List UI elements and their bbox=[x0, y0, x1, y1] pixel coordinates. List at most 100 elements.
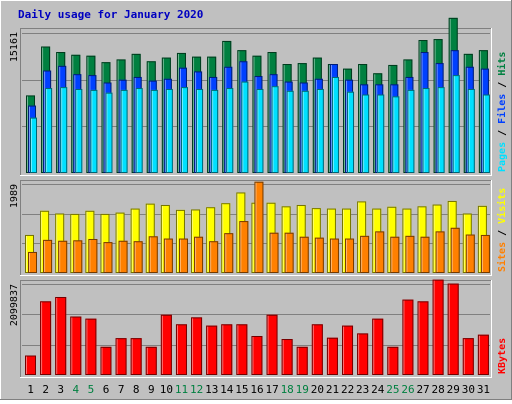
bar-pages-10 bbox=[165, 88, 173, 173]
legend-label-: / bbox=[497, 76, 508, 94]
bar-kbytes-12 bbox=[191, 317, 203, 375]
bar-sites-20-edge bbox=[314, 237, 324, 273]
bar-pages-2-edge bbox=[45, 88, 53, 173]
bar-sites-26-edge bbox=[405, 235, 415, 273]
bar-pages-28-fill bbox=[437, 87, 445, 173]
x-tick-label-23: 23 bbox=[356, 383, 369, 396]
bar-pages-7-fill bbox=[120, 89, 128, 173]
bar-pages-29-fill bbox=[452, 75, 460, 173]
bar-pages-30 bbox=[467, 88, 475, 173]
bar-kbytes-5-edge bbox=[85, 318, 97, 375]
bar-kbytes-24-edge bbox=[372, 318, 384, 375]
bar-pages-4 bbox=[75, 88, 83, 173]
bar-sites-25-edge bbox=[390, 236, 400, 274]
bar-pages-4-edge bbox=[75, 88, 83, 173]
bar-pages-15-fill bbox=[241, 81, 249, 173]
bar-pages-10-edge bbox=[165, 88, 173, 173]
bar-sites-27-edge bbox=[420, 236, 430, 274]
bar-pages-27-edge bbox=[422, 88, 430, 173]
bar-pages-14 bbox=[226, 88, 234, 173]
bar-kbytes-1-edge bbox=[25, 355, 36, 375]
legend-label-pages: Pages bbox=[497, 142, 508, 172]
bar-sites-15-edge bbox=[239, 221, 249, 273]
bar-sites-26 bbox=[405, 235, 415, 273]
panel-vs-bars bbox=[25, 181, 490, 274]
bar-kbytes-11 bbox=[175, 324, 187, 375]
bar-kbytes-5-fill bbox=[85, 318, 97, 375]
bar-sites-10 bbox=[163, 238, 173, 273]
bar-pages-4-fill bbox=[75, 88, 83, 173]
bar-sites-28-edge bbox=[435, 231, 445, 273]
bar-sites-31-edge bbox=[480, 234, 490, 273]
bar-kbytes-8 bbox=[130, 338, 142, 376]
bar-kbytes-1-fill bbox=[25, 355, 36, 375]
bar-pages-23-fill bbox=[362, 94, 370, 173]
bar-sites-4-fill bbox=[73, 240, 83, 273]
x-tick-label-11: 11 bbox=[175, 383, 188, 396]
bar-sites-7-fill bbox=[118, 240, 128, 273]
bar-pages-19 bbox=[301, 90, 309, 173]
bar-kbytes-11-edge bbox=[175, 324, 187, 375]
bar-kbytes-25-fill bbox=[387, 346, 399, 375]
bar-pages-30-fill bbox=[467, 88, 475, 173]
bar-sites-2-fill bbox=[43, 239, 53, 273]
bar-kbytes-10-edge bbox=[160, 314, 172, 376]
bar-sites-12-edge bbox=[194, 236, 204, 274]
bar-pages-28-edge bbox=[437, 87, 445, 173]
bar-pages-11-edge bbox=[180, 87, 188, 173]
bar-kbytes-18-edge bbox=[281, 339, 293, 376]
bar-kbytes-10 bbox=[160, 314, 172, 376]
x-tick-label-29: 29 bbox=[447, 383, 460, 396]
bar-kbytes-22-fill bbox=[342, 325, 354, 375]
bar-sites-5-edge bbox=[88, 238, 98, 274]
bar-sites-25-fill bbox=[390, 236, 400, 273]
bar-pages-1-fill bbox=[30, 117, 37, 173]
bar-visits-13-fill bbox=[206, 207, 216, 273]
bar-kbytes-12-fill bbox=[191, 317, 203, 375]
bar-kbytes-7-fill bbox=[115, 338, 127, 375]
bar-kbytes-23-edge bbox=[357, 333, 369, 375]
bar-pages-17 bbox=[271, 86, 279, 173]
bar-kbytes-9 bbox=[145, 346, 157, 375]
x-tick-label-25: 25 bbox=[386, 383, 399, 396]
bar-pages-8-fill bbox=[135, 88, 143, 173]
bar-kbytes-21-fill bbox=[326, 337, 338, 375]
x-tick-label-28: 28 bbox=[432, 383, 445, 396]
bar-pages-11-fill bbox=[180, 87, 188, 173]
legend-label-: / bbox=[497, 124, 508, 142]
bar-kbytes-29-fill bbox=[447, 283, 459, 375]
bar-sites-22-edge bbox=[345, 238, 355, 273]
bar-sites-10-edge bbox=[163, 238, 173, 273]
bar-pages-5 bbox=[90, 89, 98, 173]
bar-pages-23-edge bbox=[362, 94, 370, 173]
bar-sites-9-edge bbox=[148, 236, 158, 274]
x-tick-label-2: 2 bbox=[42, 383, 49, 396]
bar-pages-6 bbox=[105, 92, 113, 173]
bar-pages-21-fill bbox=[331, 76, 339, 173]
bar-sites-30 bbox=[465, 234, 475, 274]
bar-sites-13-edge bbox=[209, 241, 219, 274]
panel-pfh-bars bbox=[26, 17, 490, 174]
bar-pages-9-edge bbox=[150, 89, 158, 173]
bar-kbytes-6-edge bbox=[100, 346, 112, 375]
bar-kbytes-20-fill bbox=[311, 324, 323, 375]
bar-kbytes-27-edge bbox=[417, 301, 429, 375]
bar-kbytes-19-edge bbox=[296, 346, 308, 375]
bar-sites-16-fill bbox=[254, 181, 264, 273]
bar-kbytes-18-fill bbox=[281, 339, 293, 375]
bar-pages-14-fill bbox=[226, 88, 234, 173]
bar-pages-24 bbox=[377, 94, 385, 173]
bar-sites-17 bbox=[269, 232, 279, 273]
bar-pages-13 bbox=[211, 89, 219, 173]
bar-pages-7-edge bbox=[120, 89, 128, 173]
bar-kbytes-23 bbox=[357, 333, 369, 375]
bar-sites-22 bbox=[345, 238, 355, 273]
bar-pages-20-edge bbox=[316, 88, 324, 173]
bar-kbytes-17-fill bbox=[266, 314, 278, 375]
bar-sites-18-fill bbox=[284, 232, 294, 273]
bar-pages-28 bbox=[437, 87, 445, 173]
bar-kbytes-26-edge bbox=[402, 299, 414, 375]
bar-sites-7 bbox=[118, 240, 128, 273]
panel-pfh-max-label: 15161 bbox=[9, 32, 20, 62]
